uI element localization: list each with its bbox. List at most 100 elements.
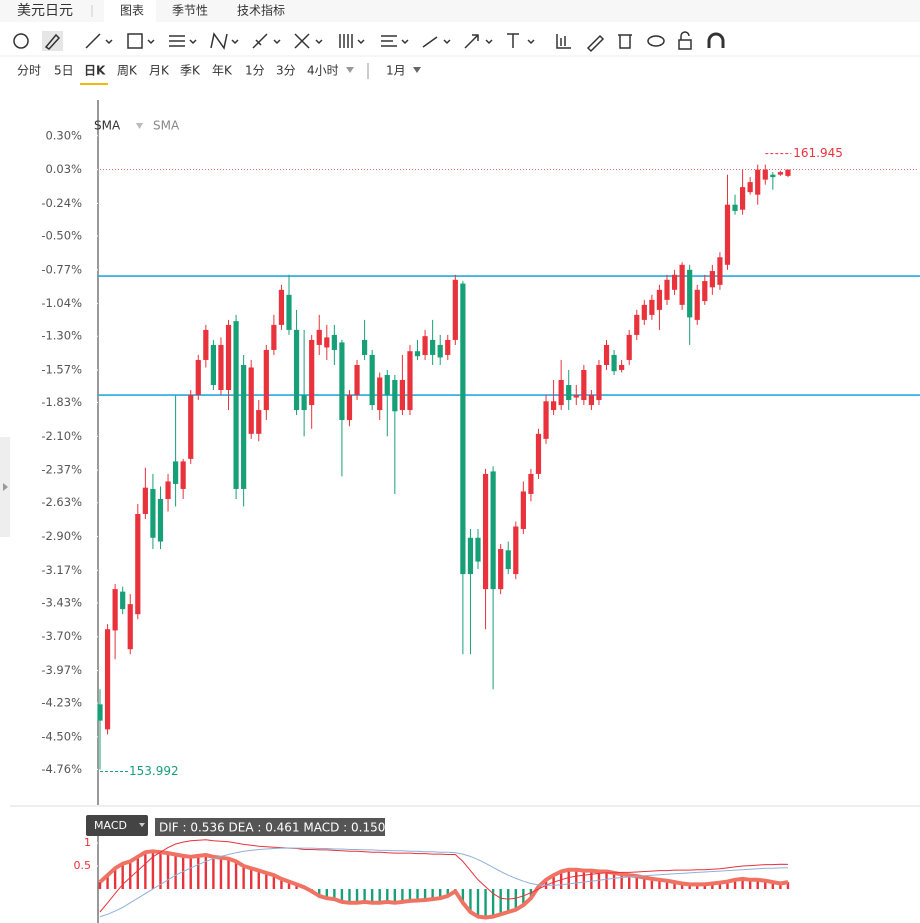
tool-icon[interactable]: [647, 35, 665, 47]
dropdown-arrow[interactable]: [346, 67, 354, 73]
macd-bar: [363, 888, 366, 902]
macd-bar: [665, 880, 669, 889]
macd-bar: [348, 888, 351, 903]
candle-body: [399, 379, 405, 411]
macd-bar: [227, 858, 230, 889]
tool-icon[interactable]: [44, 33, 61, 50]
candle-body: [369, 354, 375, 406]
y-tick-label: -3.70%: [41, 629, 82, 643]
tab[interactable]: 技术指标: [237, 3, 285, 18]
candle-body: [293, 329, 300, 411]
candle-body: [558, 379, 564, 406]
macd-bar: [431, 888, 434, 900]
tab-bar: [0, 0, 920, 22]
indicator-label: SMA: [153, 119, 180, 133]
candle-body: [173, 461, 179, 484]
macd-bar: [386, 888, 389, 902]
tool-icon[interactable]: [707, 32, 725, 48]
period-button[interactable]: 日K: [84, 64, 106, 78]
y-tick-label: -2.63%: [41, 495, 82, 509]
tab[interactable]: 季节性: [172, 4, 208, 18]
period-bar: 分时 5日 日K 周K 月K 季K 年K 1分 3分 4小时: [17, 64, 339, 78]
high-label: 161.945: [793, 146, 843, 160]
tool-icon[interactable]: [169, 35, 197, 47]
macd-bar: [575, 869, 578, 889]
tool-icon[interactable]: [252, 33, 281, 49]
macd-bar: [612, 872, 616, 889]
period-button[interactable]: 周K: [117, 64, 138, 78]
tool-icon[interactable]: [556, 34, 571, 49]
tool-icon[interactable]: [85, 33, 113, 49]
macd-bar: [113, 868, 117, 889]
period-button[interactable]: 4小时: [307, 64, 339, 78]
y-tick-label: -0.50%: [41, 228, 82, 242]
dropdown-arrow[interactable]: [139, 823, 145, 827]
dropdown-arrow[interactable]: [413, 67, 421, 73]
macd-bar: [370, 888, 374, 903]
candle-body: [392, 379, 398, 412]
tool-icon[interactable]: [13, 33, 29, 49]
candle-body: [671, 274, 678, 290]
tool-icon[interactable]: [507, 33, 535, 48]
candle-body: [732, 204, 738, 211]
candle-body: [233, 321, 239, 489]
candle-body: [150, 488, 156, 538]
period-button[interactable]: 1分: [245, 64, 265, 78]
macd-bar: [446, 888, 449, 896]
macd-bar: [204, 854, 208, 889]
tool-icon[interactable]: [127, 33, 155, 49]
tool-icon[interactable]: [381, 35, 409, 47]
macd-bar: [484, 888, 487, 918]
tool-icon[interactable]: [618, 34, 632, 49]
macd-bar: [393, 888, 397, 903]
y-tick-label: 1: [84, 836, 91, 849]
candle-body: [346, 395, 353, 421]
tool-icon[interactable]: [678, 31, 692, 50]
macd-bar: [726, 881, 729, 889]
macd-bar: [688, 884, 691, 889]
period-button[interactable]: 分时: [17, 64, 41, 78]
tool-icon[interactable]: [210, 32, 239, 50]
period-button[interactable]: 3分: [276, 64, 296, 78]
range-select[interactable]: 1月: [386, 64, 406, 78]
candle-body: [256, 410, 262, 434]
candle-body: [513, 526, 519, 575]
tool-icon[interactable]: [339, 34, 365, 48]
macd-bar: [658, 879, 661, 889]
indicator-button[interactable]: [86, 815, 148, 836]
period-button[interactable]: 月K: [149, 64, 170, 78]
macd-bar: [151, 851, 155, 889]
tool-icon[interactable]: [464, 34, 493, 49]
indicator-line: [99, 847, 789, 918]
y-tick-label: -4.23%: [41, 696, 82, 710]
tab[interactable]: 图表: [120, 4, 144, 18]
readout-bg: [155, 818, 385, 836]
macd-bar: [635, 876, 638, 889]
indicator-label: SMA: [94, 119, 121, 133]
candle-body: [301, 395, 307, 411]
tool-icon[interactable]: [422, 36, 451, 48]
macd-bar: [733, 879, 737, 889]
y-tick-label: -3.17%: [41, 563, 82, 577]
tool-icon[interactable]: [586, 34, 605, 53]
indicator-name: MACD: [94, 819, 127, 832]
y-tick-label: -2.90%: [41, 529, 82, 543]
period-button[interactable]: 季K: [180, 64, 201, 78]
candle-body: [112, 589, 118, 631]
period-button[interactable]: 5日: [54, 64, 74, 78]
dropdown-arrow[interactable]: [136, 123, 143, 129]
macd-bar: [469, 888, 472, 912]
macd-bar: [756, 879, 759, 889]
macd-bar: [696, 884, 699, 889]
candle-body: [596, 364, 602, 401]
period-button[interactable]: 年K: [212, 64, 233, 78]
candle-body: [120, 591, 126, 610]
candle-body: [747, 182, 753, 193]
tool-icon[interactable]: [294, 33, 323, 49]
macd-bar: [144, 852, 147, 889]
macd-bar: [650, 878, 654, 889]
candle-body: [203, 329, 209, 360]
candle-body: [97, 704, 103, 721]
candle-body: [135, 513, 141, 615]
